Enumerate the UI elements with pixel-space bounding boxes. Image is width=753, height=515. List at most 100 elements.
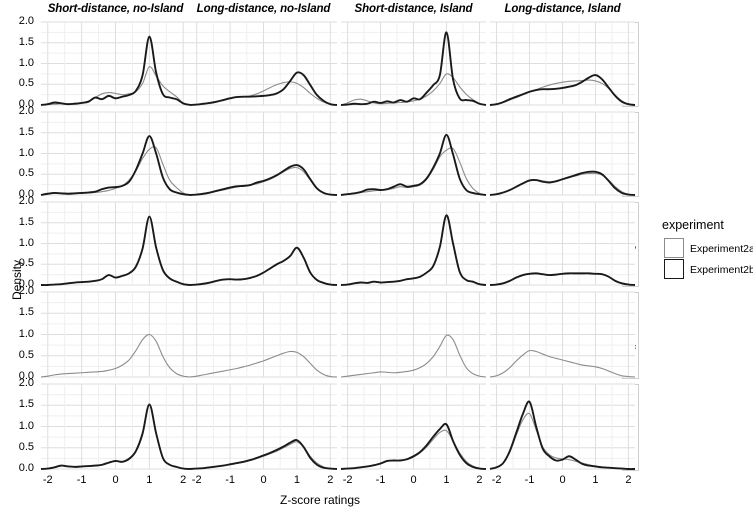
density-curve-experiment2a	[40, 66, 191, 106]
x-tick-label: -1	[375, 474, 386, 486]
x-tick-label: 1	[443, 474, 450, 486]
density-curve-experiment2b	[40, 35, 191, 106]
legend-label-1: Experiment2a	[690, 243, 753, 255]
panel-background	[341, 292, 486, 377]
x-tick-label: 0	[260, 474, 267, 486]
panel-background	[190, 384, 337, 469]
density-curve-experiment2a	[489, 412, 636, 470]
y-tick-label: 0.5	[18, 348, 34, 361]
density-curve-experiment2b	[189, 164, 338, 196]
density-curve-experiment2a	[340, 429, 487, 470]
density-panel	[189, 439, 338, 470]
y-tick-label: 0.5	[18, 77, 34, 90]
panel-background	[190, 22, 337, 105]
density-curve-experiment2a	[340, 147, 487, 196]
density-curve-experiment2b	[340, 31, 487, 106]
density-curve-experiment2b	[40, 403, 191, 470]
x-tick-label: 1	[293, 474, 300, 486]
density-panel	[189, 164, 338, 196]
density-curve-experiment2b	[340, 133, 487, 196]
x-axis-title: Z-score ratings	[279, 493, 361, 507]
panel-background	[341, 202, 486, 285]
panel-background	[490, 292, 635, 377]
row-header-1: 'Whether'	[622, 22, 639, 107]
density-panel	[340, 214, 487, 286]
density-curve-experiment2b	[340, 422, 487, 470]
y-tick-label: 0.0	[18, 188, 34, 200]
row-header-label: Subject	[624, 408, 637, 447]
y-tick-label: 0.5	[18, 440, 34, 453]
density-panel	[489, 400, 636, 470]
panel-background	[490, 22, 635, 105]
row-header-label: Fordi	[624, 322, 637, 349]
density-curve-experiment2a	[40, 146, 191, 196]
column-header-3: Short-distance, Island	[354, 3, 473, 15]
legend-label-2: Experiment2b	[690, 264, 753, 276]
x-tick-label: 2	[476, 474, 483, 486]
y-tick-label: 0.0	[18, 278, 34, 290]
density-curve-experiment2b	[189, 71, 338, 106]
panel-background	[341, 384, 486, 469]
y-tick-label: 2.0	[18, 105, 34, 117]
panel-background	[41, 292, 190, 377]
density-curve-experiment2b	[489, 272, 636, 286]
density-curve-experiment2b	[489, 74, 636, 106]
x-tick-label: -1	[225, 474, 235, 486]
density-curve-experiment2b	[189, 439, 338, 470]
y-tick-label: 0.0	[18, 462, 34, 474]
y-tick-label: 1.0	[18, 327, 34, 340]
density-curve-experiment2a	[489, 79, 636, 106]
y-tick-label: 1.5	[18, 215, 34, 228]
x-tick-label: 1	[146, 474, 153, 486]
x-tick-label: 2	[180, 474, 187, 486]
y-tick-label: 2.0	[18, 285, 34, 297]
x-tick-label: -2	[491, 474, 502, 486]
density-panel	[40, 215, 191, 286]
density-curve-experiment2b	[340, 214, 487, 286]
density-curve-experiment2a	[340, 334, 487, 378]
y-tick-label: 1.5	[18, 125, 34, 138]
density-panel	[489, 272, 636, 286]
density-curve-experiment2a	[189, 166, 338, 196]
row-header-5: Subject	[622, 384, 639, 471]
density-panel	[40, 35, 191, 106]
density-curve-experiment2b	[40, 135, 191, 196]
legend-title: experiment	[662, 218, 724, 232]
y-tick-label: 0.0	[18, 370, 34, 382]
density-curve-experiment2b	[489, 170, 636, 196]
density-panel	[340, 31, 487, 106]
density-curve-experiment2a	[489, 172, 636, 196]
y-tick-label: 1.0	[18, 146, 34, 159]
y-tick-label: 0.0	[18, 98, 34, 110]
panel-background	[341, 112, 486, 195]
density-curve-experiment2b	[489, 400, 636, 470]
panel-background	[190, 202, 337, 285]
panel-background	[490, 384, 635, 469]
panel-background	[341, 22, 486, 105]
density-panel	[40, 403, 191, 470]
y-axis-title: Density	[10, 259, 24, 300]
x-tick-label: -2	[42, 474, 53, 486]
row-header-label: Når	[624, 235, 637, 254]
y-tick-label: 0.5	[18, 257, 34, 270]
density-curve-experiment2a	[340, 73, 487, 106]
legend-key-1	[664, 238, 684, 258]
row-header-label: Om	[624, 145, 637, 164]
x-tick-label: 0	[410, 474, 417, 486]
panel-background	[490, 202, 635, 285]
row-header-2: Om	[622, 112, 639, 197]
density-curve-experiment2a	[189, 81, 338, 106]
density-curve-experiment2a	[40, 404, 191, 470]
density-curve-experiment2b	[40, 215, 191, 286]
panel-background	[41, 202, 190, 285]
density-panel	[340, 422, 487, 470]
column-header-1: Short-distance, no-Island	[47, 3, 184, 15]
density-panel	[340, 334, 487, 378]
y-tick-label: 2.0	[18, 15, 34, 27]
row-header-label: 'Whether'	[624, 41, 637, 88]
density-panel	[489, 74, 636, 106]
row-header-3: Når	[622, 202, 639, 287]
x-tick-label: -2	[191, 474, 202, 486]
legend-key-2	[664, 259, 684, 279]
